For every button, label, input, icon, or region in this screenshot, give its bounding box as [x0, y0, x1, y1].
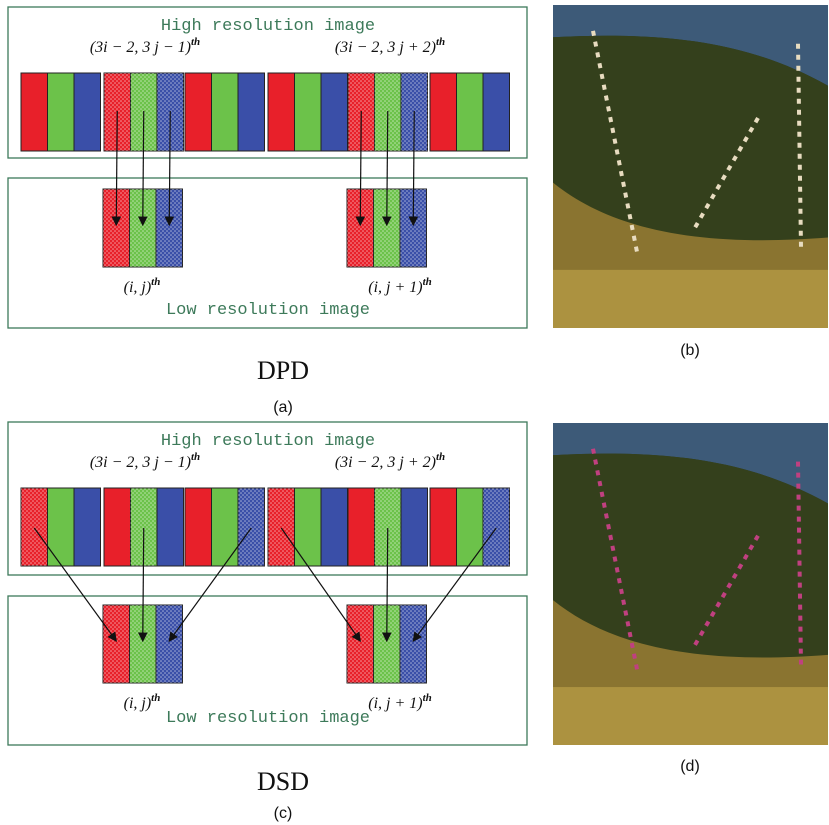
coord-label: (i, j + 1)th: [368, 692, 432, 712]
subpixel: [104, 488, 131, 566]
coord-text: (i, j + 1): [368, 279, 422, 296]
coord-label: (i, j)th: [124, 692, 161, 712]
grass-light: [553, 270, 828, 328]
coord-text: (i, j): [124, 695, 152, 712]
subpixel: [238, 73, 265, 151]
coord-label: (3i − 2, 3 j + 2)th: [335, 451, 445, 471]
photo: [553, 423, 828, 745]
coord-text: (i, j): [124, 279, 152, 296]
subpixel: [21, 73, 48, 151]
high-title: High resolution image: [161, 17, 375, 36]
low-title: Low resolution image: [166, 709, 370, 728]
subpixel-dots: [103, 605, 130, 683]
subpixel: [483, 73, 510, 151]
coord-sup: th: [191, 451, 200, 463]
subpixel: [185, 488, 212, 566]
coord-label: (i, j + 1)th: [368, 276, 432, 296]
subpixel-dots: [483, 488, 510, 566]
subpixel: [430, 488, 457, 566]
coord-sup: th: [436, 36, 445, 48]
grass-light: [553, 687, 828, 745]
method-name: DSD: [257, 767, 309, 796]
subpixel: [295, 488, 322, 566]
subpixel: [74, 73, 101, 151]
subpixel: [185, 73, 212, 151]
subpixel: [74, 488, 101, 566]
photo-caption: (b): [680, 342, 700, 359]
subpixel: [457, 488, 484, 566]
subpixel-dots: [238, 488, 265, 566]
subpixel: [212, 73, 239, 151]
panel-caption: (a): [273, 399, 293, 416]
coord-text: (3i − 2, 3 j + 2): [335, 39, 436, 56]
coord-sup: th: [151, 276, 160, 288]
subpixel: [295, 73, 322, 151]
subpixel-dots: [268, 488, 295, 566]
subpixel-dots: [156, 605, 183, 683]
subpixel: [48, 73, 75, 151]
photo-caption: (d): [680, 758, 700, 775]
coord-label: (i, j)th: [124, 276, 161, 296]
subpixel: [348, 488, 375, 566]
subpixel: [157, 488, 184, 566]
low-title: Low resolution image: [166, 301, 370, 320]
panel-caption: (c): [274, 805, 293, 822]
coord-label: (3i − 2, 3 j − 1)th: [90, 451, 200, 471]
coord-sup: th: [191, 36, 200, 48]
subpixel: [268, 73, 295, 151]
coord-text: (3i − 2, 3 j − 1): [90, 39, 191, 56]
subpixel: [48, 488, 75, 566]
coord-label: (3i − 2, 3 j − 1)th: [90, 36, 200, 56]
high-title: High resolution image: [161, 432, 375, 451]
subpixel-dots: [347, 605, 374, 683]
method-name: DPD: [257, 356, 309, 385]
coord-sup: th: [436, 451, 445, 463]
coord-sup: th: [423, 692, 432, 704]
subpixel: [321, 73, 348, 151]
figure: High resolution image(3i − 2, 3 j − 1)th…: [0, 0, 829, 825]
subpixel: [401, 488, 428, 566]
coord-text: (3i − 2, 3 j + 2): [335, 454, 436, 471]
coord-label: (3i − 2, 3 j + 2)th: [335, 36, 445, 56]
subpixel-dots: [21, 488, 48, 566]
subpixel: [430, 73, 457, 151]
subpixel: [212, 488, 239, 566]
coord-sup: th: [151, 692, 160, 704]
subpixel: [457, 73, 484, 151]
photo: [553, 5, 828, 328]
coord-sup: th: [423, 276, 432, 288]
coord-text: (i, j + 1): [368, 695, 422, 712]
coord-text: (3i − 2, 3 j − 1): [90, 454, 191, 471]
subpixel: [321, 488, 348, 566]
subpixel-dots: [400, 605, 427, 683]
